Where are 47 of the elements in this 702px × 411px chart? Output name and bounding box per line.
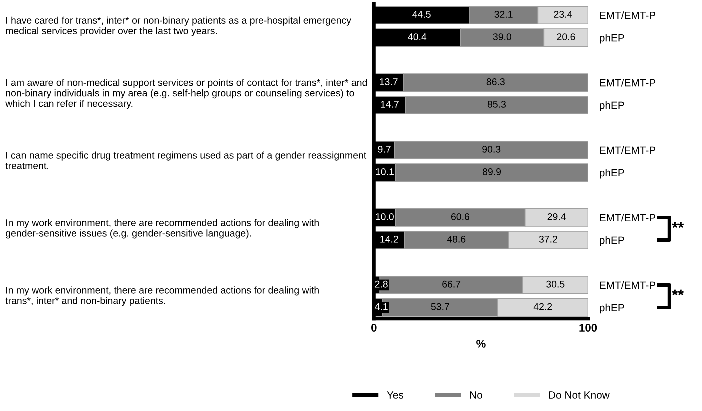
y-tick-label: phEP [600,34,624,44]
data-label: 85.3 [488,101,506,108]
text: I can name specific drug treatment regimens used as part of a gender reassignment treatment. [6,152,367,170]
data-label: 89.9 [482,168,502,176]
data-label: 23.4 [554,11,572,18]
x-tick-label: 0 [372,324,377,332]
y-tick-label: EMT/EMT-P [600,214,656,222]
data-label: 10.1 [376,168,394,176]
legend-label: Do Not Know [549,392,610,399]
data-label: 13.7 [380,78,398,86]
data-label: 14.2 [380,236,398,243]
data-label: 10.0 [376,213,394,220]
y-tick-label: EMT/EMT-P [600,12,656,20]
data-label: 66.7 [442,280,461,288]
text: In my work environment, there are recommended actions for dealing with gender-sensitive issues (e.g. gender-sensitive language). [6,219,319,239]
data-label: 90.3 [482,146,501,153]
y-tick-label: EMT/EMT-P [600,146,656,154]
text: In my work environment, there are recommended actions for dealing with trans*, inter* and non-binary patients. [6,286,319,306]
y-tick-label: phEP [600,168,624,179]
data-label: 30.5 [546,280,565,288]
text: ** [672,290,684,296]
legend-label: No [470,392,482,399]
data-label: 32.1 [494,11,513,18]
data-label: 9.7 [378,146,391,153]
y-tick-label: phEP [600,304,624,314]
data-label: 14.7 [381,101,399,108]
text: ** [672,222,684,228]
data-label: 53.7 [431,303,450,310]
data-label: 42.2 [534,303,552,310]
y-tick-label: EMT/EMT-P [600,79,656,87]
y-tick-label: phEP [600,236,624,246]
x-axis-title: % [476,340,486,348]
data-label: 40.4 [408,34,427,40]
data-label: 37.2 [539,236,558,243]
data-label: 60.6 [451,213,470,220]
data-label: 48.6 [447,236,466,243]
data-label: 44.5 [412,11,431,18]
y-tick-label: phEP [600,102,624,112]
text: I have cared for trans*, inter* or non-binary patients as a pre-hospital emergency medical services provider over the last two years. [6,16,352,36]
data-label: 39.0 [493,34,512,40]
data-label: 20.6 [557,34,576,40]
x-tick-label: 100 [580,324,598,332]
data-label: 86.3 [486,78,505,86]
y-tick-label: EMT/EMT-P [600,281,656,290]
data-label: 29.4 [548,213,566,220]
legend-label: Yes [387,392,404,399]
text: I am aware of non-medical support services or points of contact for trans*, inter* and non-binary individuals in my area (e.g. self-help groups or counseling services) to which I can refer if necessary. [6,79,368,110]
